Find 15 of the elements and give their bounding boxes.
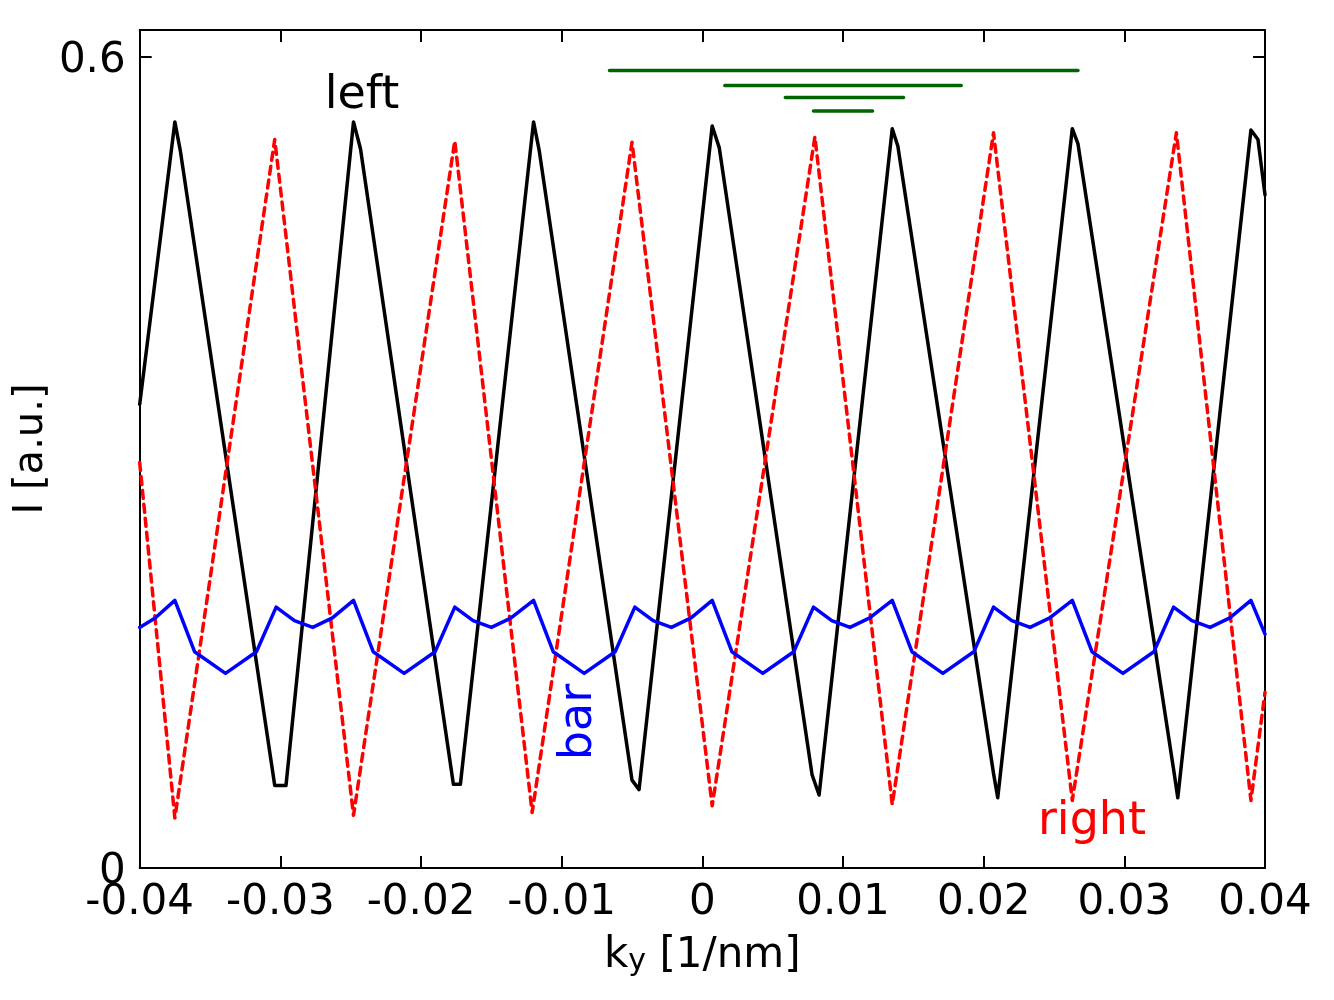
x-tick-label: 0.04 bbox=[1218, 874, 1312, 924]
series-label: right bbox=[1037, 791, 1147, 845]
y-axis-title: I [a.u.] bbox=[5, 383, 51, 515]
x-tick-label: 0.01 bbox=[796, 874, 890, 924]
x-tick-label: -0.02 bbox=[366, 874, 476, 924]
x-tick-label: 0.03 bbox=[1077, 874, 1172, 924]
text: bar bbox=[548, 683, 602, 761]
x-axis-title: ky [1/nm] bbox=[604, 927, 801, 977]
line-series bbox=[137, 598, 1267, 676]
x-tick-label: -0.01 bbox=[507, 874, 617, 924]
x-tick-label: 0 bbox=[688, 874, 716, 924]
x-tick-label: -0.03 bbox=[226, 874, 335, 924]
legend-label: left bbox=[324, 65, 400, 119]
x-tick-label: 0.02 bbox=[936, 874, 1031, 924]
y-tick-label: 0.6 bbox=[58, 32, 126, 82]
